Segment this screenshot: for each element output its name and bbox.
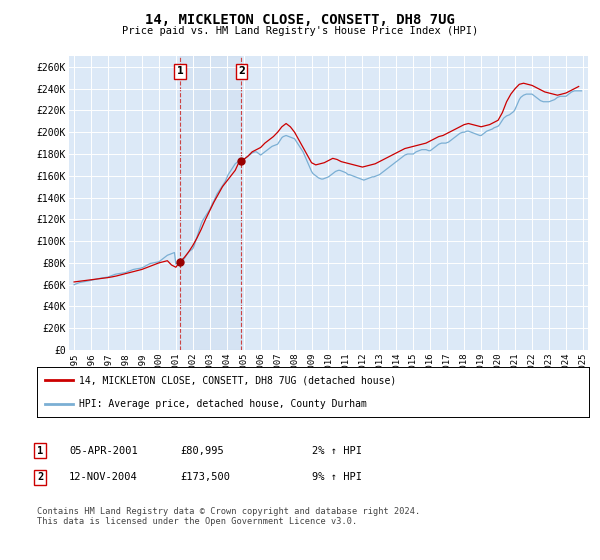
Text: 1: 1 (177, 66, 184, 76)
Text: £80,995: £80,995 (180, 446, 224, 456)
Text: 05-APR-2001: 05-APR-2001 (69, 446, 138, 456)
Bar (180, 56, 241, 350)
Text: 12-NOV-2004: 12-NOV-2004 (69, 472, 138, 482)
Text: 14, MICKLETON CLOSE, CONSETT, DH8 7UG (detached house): 14, MICKLETON CLOSE, CONSETT, DH8 7UG (d… (79, 375, 396, 385)
Text: 2: 2 (37, 472, 43, 482)
Text: 2% ↑ HPI: 2% ↑ HPI (312, 446, 362, 456)
Text: 9% ↑ HPI: 9% ↑ HPI (312, 472, 362, 482)
Text: 14, MICKLETON CLOSE, CONSETT, DH8 7UG: 14, MICKLETON CLOSE, CONSETT, DH8 7UG (145, 13, 455, 27)
Text: 1: 1 (37, 446, 43, 456)
Text: Contains HM Land Registry data © Crown copyright and database right 2024.
This d: Contains HM Land Registry data © Crown c… (37, 507, 421, 526)
Text: 2: 2 (238, 66, 245, 76)
Text: £173,500: £173,500 (180, 472, 230, 482)
Text: Price paid vs. HM Land Registry's House Price Index (HPI): Price paid vs. HM Land Registry's House … (122, 26, 478, 36)
Text: HPI: Average price, detached house, County Durham: HPI: Average price, detached house, Coun… (79, 399, 367, 409)
